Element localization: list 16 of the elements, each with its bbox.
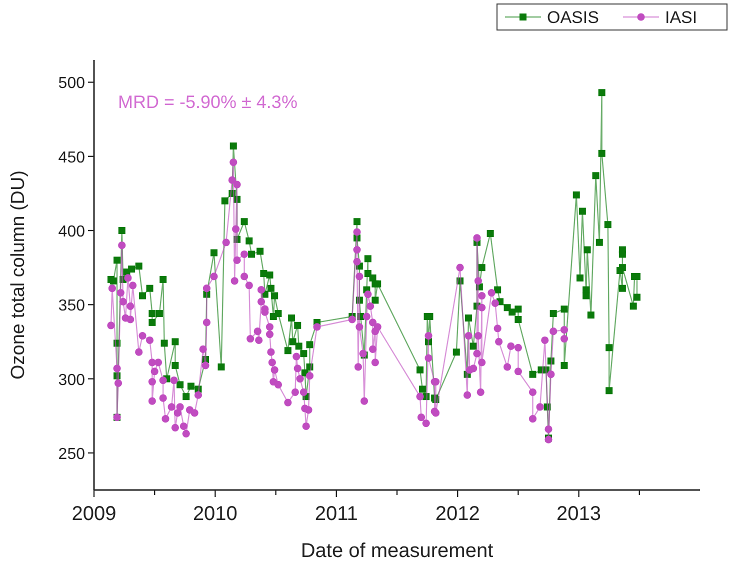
legend-label: IASI (665, 8, 698, 27)
y-tick-label: 350 (58, 298, 86, 315)
y-tick-label: 400 (58, 224, 86, 241)
x-tick-label: 2013 (556, 503, 602, 525)
y-tick-label: 250 (58, 446, 86, 463)
annotation: MRD = -5.90% ± 4.3% (118, 92, 298, 112)
x-tick-label: 2009 (72, 503, 116, 525)
y-tick-label: 450 (58, 149, 86, 166)
x-tick-label: 2011 (314, 503, 358, 525)
y-axis-title: Ozone total column (DU) (8, 170, 29, 380)
x-tick-label: 2012 (435, 503, 480, 525)
x-tick-label: 2010 (192, 503, 238, 525)
x-axis-title: Date of measurement (300, 540, 494, 562)
y-tick-label: 500 (58, 75, 86, 92)
y-tick-label: 300 (58, 372, 86, 389)
legend-label: OASIS (547, 8, 599, 27)
